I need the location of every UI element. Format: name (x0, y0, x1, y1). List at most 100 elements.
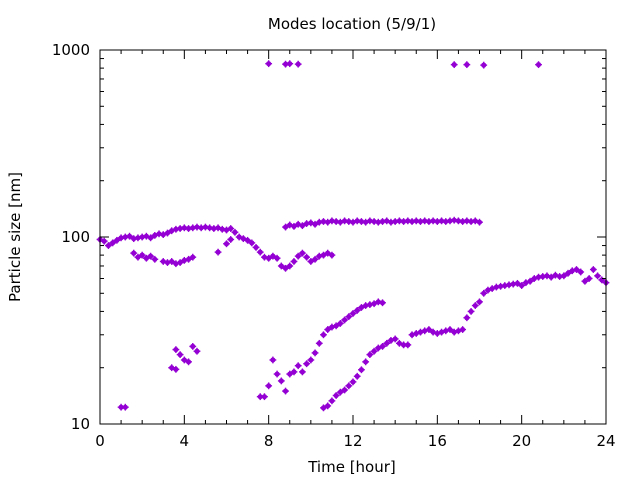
data-point (138, 251, 146, 259)
data-point (231, 228, 239, 236)
data-point (328, 251, 336, 259)
data-point (480, 61, 488, 69)
data-point (100, 237, 108, 245)
data-point (223, 240, 230, 248)
data-point (467, 308, 475, 315)
data-point (471, 302, 479, 309)
x-tick-label: 8 (264, 432, 274, 450)
data-point (577, 268, 585, 276)
data-point (391, 335, 399, 343)
data-point (315, 339, 323, 347)
data-point (151, 255, 159, 263)
data-point (299, 368, 306, 376)
data-point (273, 254, 281, 262)
data-point (227, 236, 235, 243)
data-point (282, 387, 289, 395)
data-point (332, 392, 340, 399)
data-point (239, 235, 247, 243)
data-point (362, 358, 370, 366)
data-point (286, 60, 294, 68)
x-tick-label: 16 (428, 432, 447, 450)
data-point (349, 310, 357, 317)
data-point (311, 220, 319, 228)
data-point (353, 307, 361, 314)
data-point (294, 252, 302, 260)
data-point (425, 326, 433, 333)
data-point (480, 289, 488, 297)
y-axis-label: Particle size [nm] (6, 172, 24, 302)
x-axis-label: Time [hour] (307, 458, 396, 476)
data-point (294, 60, 302, 68)
data-point (261, 393, 268, 401)
x-tick-label: 20 (512, 432, 531, 450)
data-point (134, 253, 142, 261)
data-point (320, 251, 327, 259)
data-point (269, 356, 277, 364)
data-point (324, 326, 332, 333)
plot-frame (99, 49, 607, 425)
data-point (324, 402, 332, 410)
data-point (126, 232, 133, 240)
data-point (585, 275, 593, 282)
data-point (560, 272, 568, 280)
data-point (193, 347, 201, 355)
data-point (256, 248, 264, 256)
data-point (459, 326, 467, 333)
data-point (341, 386, 348, 394)
data-point (109, 239, 117, 247)
data-point (379, 342, 386, 350)
data-point (345, 382, 353, 390)
data-point (265, 254, 273, 262)
chart-title: Modes location (5/9/1) (268, 15, 436, 33)
data-point (269, 252, 277, 260)
data-point (172, 365, 180, 373)
data-point (311, 255, 319, 263)
data-point (185, 358, 192, 366)
data-point (189, 253, 197, 261)
data-point (353, 372, 361, 380)
x-tick-label: 4 (180, 432, 190, 450)
data-point (290, 222, 298, 230)
data-point (349, 378, 357, 386)
data-point (514, 279, 521, 287)
data-point (307, 356, 315, 364)
x-tick-label: 0 (95, 432, 105, 450)
data-point (299, 222, 306, 230)
data-point (328, 397, 336, 405)
data-point (446, 326, 454, 333)
data-point (332, 322, 340, 330)
data-point (227, 225, 235, 232)
data-point (383, 339, 391, 347)
data-point (286, 262, 294, 270)
data-point (345, 313, 353, 321)
data-point (265, 60, 273, 68)
data-point (581, 277, 589, 285)
data-point (307, 258, 315, 265)
data-point (214, 248, 222, 256)
y-tick-label: 100 (61, 228, 90, 246)
data-point (320, 331, 327, 339)
data-point (379, 299, 386, 307)
data-point (282, 223, 289, 231)
data-point (336, 320, 344, 327)
data-point (176, 259, 184, 266)
data-point (564, 269, 572, 277)
data-point (105, 242, 112, 249)
data-point (404, 341, 412, 349)
tick-labels: 0 4 8 12 16 20 24 10 100 1000 (52, 41, 616, 450)
data-point (366, 351, 374, 359)
data-point (168, 258, 176, 265)
data-point (164, 229, 171, 237)
data-point (282, 264, 289, 272)
data-point (311, 349, 319, 357)
data-point (303, 253, 311, 261)
x-tick-label: 24 (596, 432, 615, 450)
data-point (463, 61, 471, 69)
data-point (303, 220, 311, 227)
data-point (147, 234, 154, 242)
data-point (290, 368, 298, 376)
data-point (176, 351, 184, 359)
data-point (121, 403, 129, 411)
